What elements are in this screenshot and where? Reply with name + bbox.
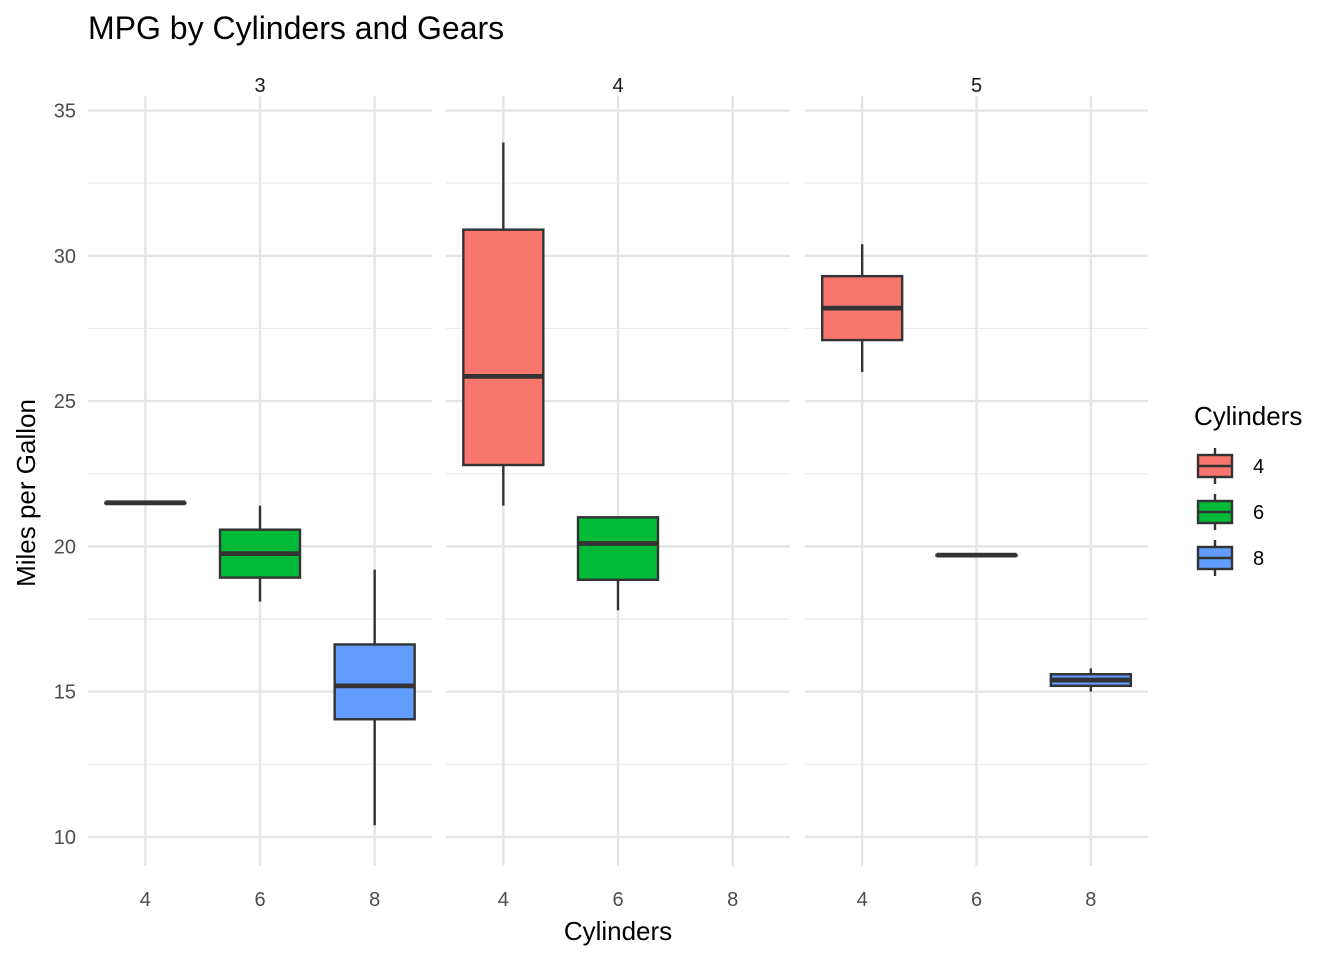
legend-label: 4 [1253,456,1264,478]
legend-key-8: 8 [1196,540,1264,576]
boxplot-3-6 [218,505,302,602]
x-tick-label: 6 [612,889,623,911]
x-tick-label: 4 [498,889,509,911]
facet-panels: 3 4 6 8 4 4 6 8 5 4 6 8 [88,75,1148,911]
y-axis: 10 15 20 25 30 35 [54,101,76,849]
boxplot-5-8 [1049,668,1133,692]
x-tick-label: 8 [369,889,380,911]
facet-panel-3: 3 4 6 8 [88,75,432,911]
x-tick-label: 8 [727,889,738,911]
chart-title: MPG by Cylinders and Gears [88,10,504,46]
boxplot-3-4 [104,500,187,506]
y-tick-label: 30 [54,246,76,268]
y-tick-label: 10 [54,827,76,849]
box [462,228,545,467]
boxplot-3-8 [333,569,416,826]
y-axis-title: Miles per Gallon [11,399,41,587]
legend-label: 8 [1253,548,1264,570]
y-tick-label: 25 [54,391,76,413]
x-tick-label: 6 [971,889,982,911]
x-axis-title: Cylinders [564,916,672,946]
y-tick-label: 35 [54,101,76,123]
boxplot-4-6 [576,516,660,611]
boxplot-5-6 [935,552,1018,558]
box [333,643,416,721]
y-tick-label: 15 [54,682,76,704]
x-tick-label: 4 [857,889,868,911]
x-tick-label: 8 [1085,889,1096,911]
x-tick-label: 4 [140,889,151,911]
legend: Cylinders 4 6 8 [1194,401,1302,576]
facet-strip-label: 4 [612,75,623,97]
boxplot-5-4 [820,244,904,373]
facet-panel-5: 5 4 6 8 [805,75,1148,911]
facet-panel-4: 4 4 6 8 [446,75,790,911]
facet-strip-label: 5 [971,75,982,97]
box [576,516,660,581]
legend-title: Cylinders [1194,401,1302,431]
facet-strip-label: 3 [254,75,265,97]
y-tick-label: 20 [54,536,76,558]
x-tick-label: 6 [254,889,265,911]
boxplot-4-4 [462,142,545,506]
legend-label: 6 [1253,502,1264,524]
legend-key-4: 4 [1196,448,1264,484]
legend-key-6: 6 [1196,494,1264,530]
